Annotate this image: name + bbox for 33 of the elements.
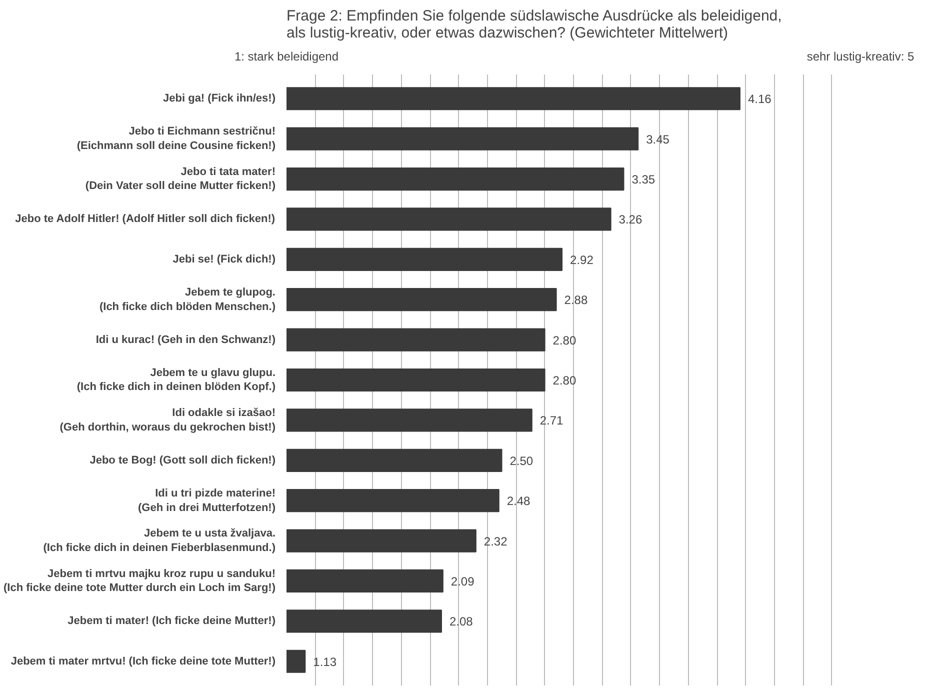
data-label: 1.13 <box>313 654 337 669</box>
data-label: 2.48 <box>506 494 531 508</box>
data-label: 2.80 <box>552 333 576 348</box>
data-label: 3.35 <box>632 172 656 187</box>
data-label: 2.88 <box>564 293 588 308</box>
y-tick-label: Jebi ga! (Fick ihn/es!) <box>163 92 276 105</box>
data-label: 2.08 <box>449 614 474 629</box>
x-tick-label: sehr lustig-kreativ: 5 <box>806 50 915 64</box>
y-tick-label: Jebo ti Eichmann sestričnu! (Eichmann soll deine Cousine ficken!) <box>76 126 276 152</box>
data-label: 2.32 <box>484 534 508 548</box>
data-label: 4.16 <box>748 92 772 106</box>
data-label: 3.45 <box>646 132 670 146</box>
data-label: 2.71 <box>540 414 564 428</box>
y-tick-label: Jebem te glupog. (Ich ficke dich blöden Menschen.) <box>99 286 276 313</box>
data-label: 2.50 <box>510 454 534 468</box>
x-tick-label: 1: stark beleidigend <box>234 50 339 64</box>
chart-title: Frage 2: Empfinden Sie folgende südslawische Ausdrücke als beleidigend, als lustig-kreativ, oder etwas dazwischen? (Gewichteter Mittelwert) <box>286 8 782 42</box>
data-label: 2.80 <box>552 374 576 388</box>
y-tick-label: Jebem ti mater mrtvu! (Ich ficke deine tote Mutter!) <box>10 655 276 668</box>
y-tick-label: Idi odakle si izašao! (Geh dorthin, woraus du gekrochen bist!) <box>60 406 276 434</box>
y-tick-label: Jebo ti tata mater! (Dein Vater soll deine Mutter ficken!) <box>85 166 276 192</box>
y-tick-label: Jebi se! (Fick dich!) <box>172 253 276 266</box>
data-label: 3.26 <box>618 212 642 227</box>
y-tick-label: Jebo te Bog! (Gott soll dich ficken!) <box>90 454 276 466</box>
y-tick-label: Jebo te Adolf Hitler! (Adolf Hitler soll dich ficken!) <box>15 213 276 226</box>
y-tick-label: Jebem ti mater! (Ich ficke deine Mutter!) <box>68 615 276 628</box>
y-tick-label: Jebem te u usta žvaljava. (Ich ficke dich in deinen Fieberblasenmund.) <box>43 528 276 554</box>
data-label: 2.92 <box>570 252 594 267</box>
y-tick-label: Idi u kurac! (Geh in den Schwanz!) <box>96 334 276 346</box>
data-label: 2.09 <box>450 574 475 588</box>
y-tick-label: Jebem te u glavu glupu. (Ich ficke dich in deinen blöden Kopf.) <box>76 366 276 394</box>
y-tick-label: Jebem ti mrtvu majku kroz rupu u sanduku! (Ich ficke deine tote Mutter durch ein Loch im Sarg!) <box>4 568 276 594</box>
y-tick-label: Idi u tri pizde materine! (Geh in drei Mutterfotzen!) <box>138 487 276 514</box>
